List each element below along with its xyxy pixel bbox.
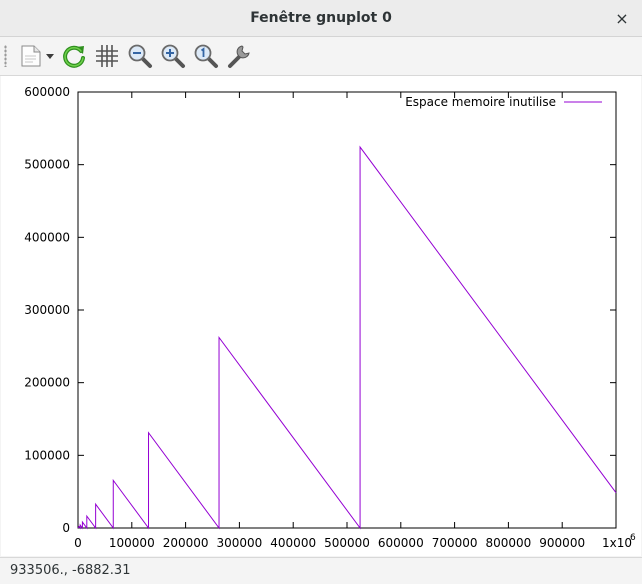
settings-button[interactable]	[225, 42, 253, 70]
close-icon: ×	[615, 8, 629, 28]
grid-icon	[96, 45, 118, 67]
grid-toggle-button[interactable]	[93, 42, 121, 70]
zoom-in-icon	[161, 44, 185, 68]
replot-button[interactable]	[60, 42, 88, 70]
series-line	[77, 145, 617, 530]
y-tick-label: 100000	[24, 448, 70, 462]
x-tick-label: 600000	[378, 536, 424, 550]
window-title: Fenêtre gnuplot 0	[250, 10, 392, 26]
x-tick-label: 100000	[109, 536, 155, 550]
x-tick-label: 800000	[485, 536, 531, 550]
y-tick-label: 200000	[24, 376, 70, 390]
y-tick-label: 500000	[24, 158, 70, 172]
legend-label: Espace memoire inutilise	[405, 95, 556, 109]
x-tick-label: 500000	[324, 536, 370, 550]
x-tick-label: 900000	[539, 536, 585, 550]
wrench-icon	[228, 45, 250, 68]
line-chart: 0 100000 200000 300000 400000 500000 600000 0 10…	[24, 85, 636, 550]
window-titlebar[interactable]: Fenêtre gnuplot 0 ×	[0, 0, 642, 37]
toolbar	[0, 37, 642, 76]
x-tick-label: 400000	[270, 536, 316, 550]
refresh-icon	[63, 45, 85, 68]
plot-border	[77, 91, 617, 529]
export-button[interactable]	[14, 42, 58, 70]
x-tick-label: 300000	[216, 536, 262, 550]
zoom-reset-button[interactable]	[192, 42, 220, 70]
y-tick-label: 400000	[24, 230, 70, 244]
zoom-in-button[interactable]	[159, 42, 187, 70]
y-tick-label: 0	[62, 521, 70, 535]
x-tick-label: 0	[74, 536, 82, 550]
zoom-out-icon	[128, 44, 152, 68]
zoom-original-icon	[194, 44, 218, 68]
plot-area[interactable]: 0 100000 200000 300000 400000 500000 600000 0 10…	[1, 76, 641, 556]
x-tick-label: 700000	[432, 536, 478, 550]
x-tick-label: 200000	[163, 536, 209, 550]
toolbar-grip-handle[interactable]	[4, 45, 7, 67]
status-bar: 933506., -6882.31	[0, 557, 642, 584]
cursor-coordinates: 933506., -6882.31	[10, 563, 131, 578]
zoom-out-button[interactable]	[126, 42, 154, 70]
y-tick-label: 300000	[24, 303, 70, 317]
document-export-icon	[21, 45, 54, 67]
x-tick-label: 1x10	[602, 536, 632, 550]
x-tick-label-exponent: 6	[630, 533, 636, 543]
close-button[interactable]: ×	[610, 6, 634, 30]
y-tick-label: 600000	[24, 85, 70, 99]
